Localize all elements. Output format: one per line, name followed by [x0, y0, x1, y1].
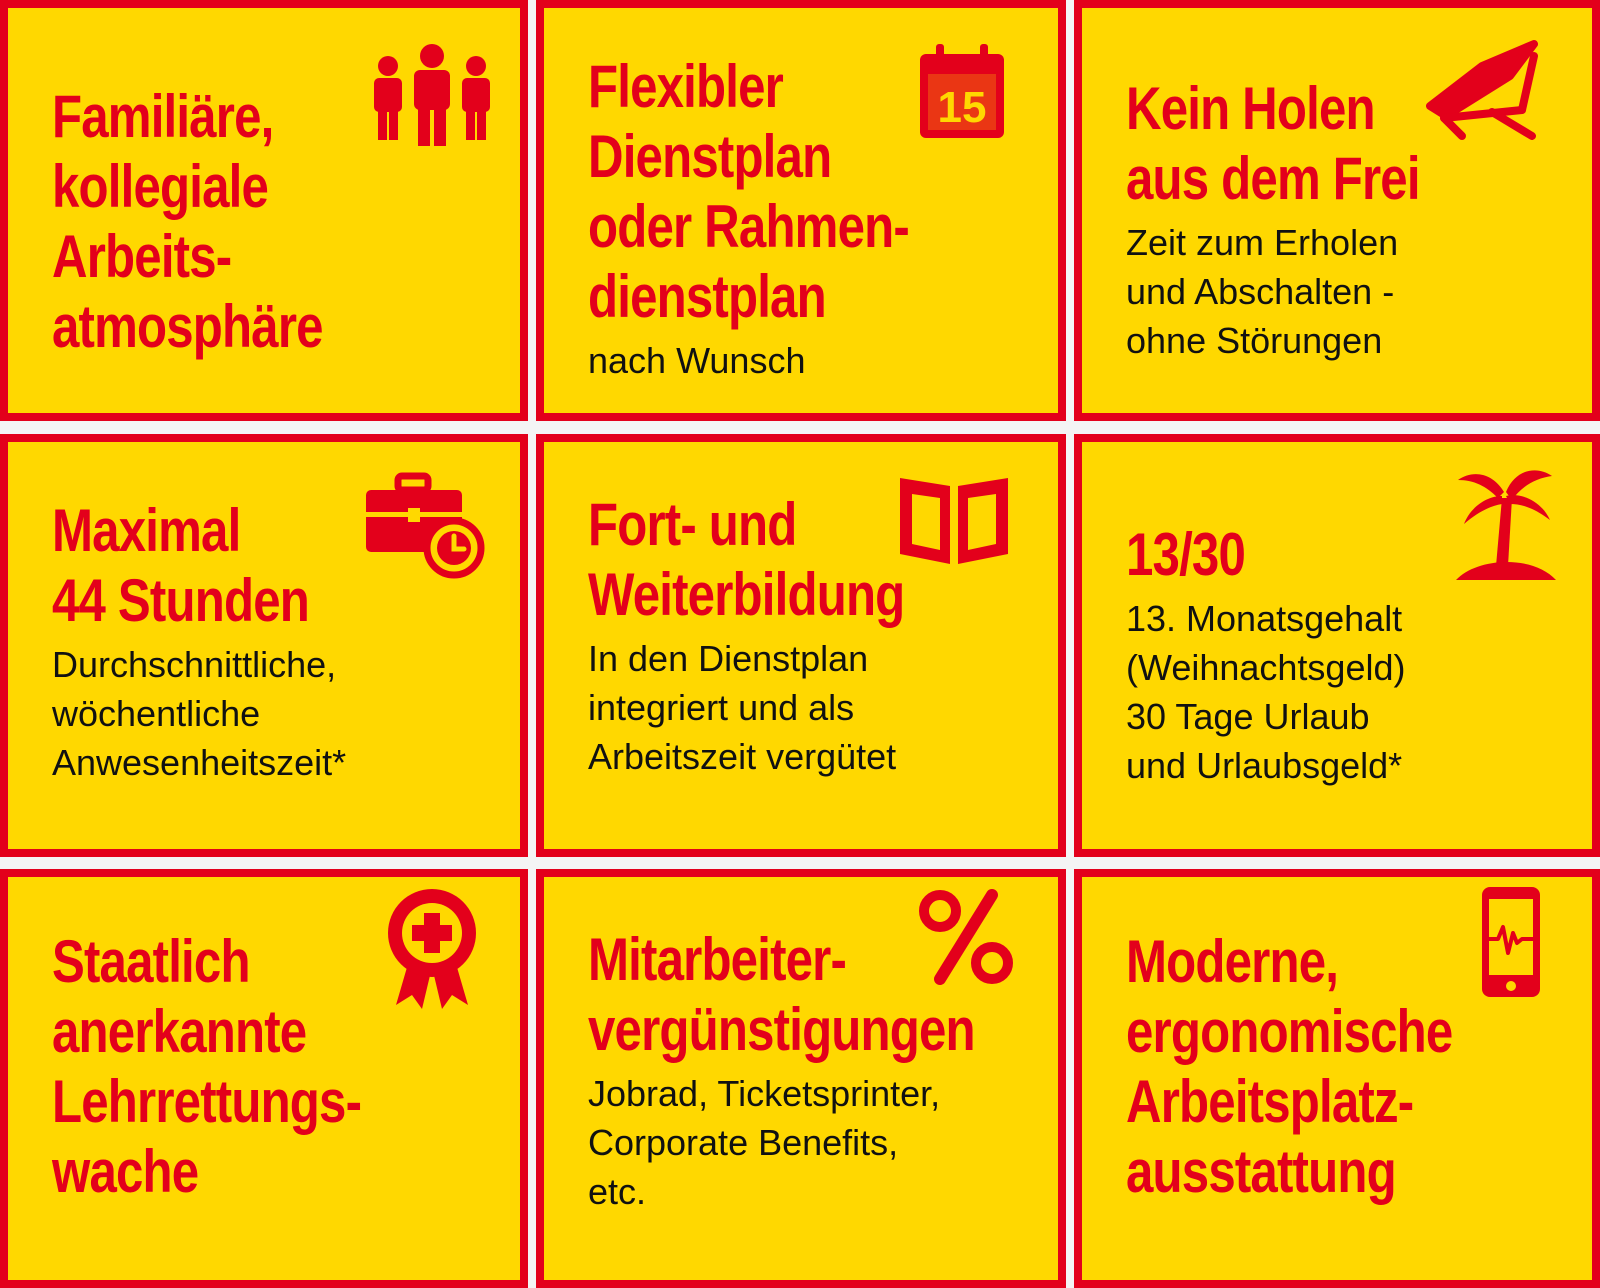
tile-description: nach Wunsch — [588, 340, 806, 381]
benefit-tile-modern-workplace: Moderne, ergonomische Arbeitsplatz- auss… — [1074, 869, 1600, 1288]
tile-description: Zeit zum Erholen und Abschalten - ohne S… — [1126, 222, 1399, 361]
tile-title: Staatlich anerkannte Lehrrettungs- wache — [52, 928, 362, 1205]
people-icon — [370, 42, 494, 148]
benefit-tile-salary-vacation: 13/30 13. Monatsgehalt (Weihnachtsgeld) … — [1074, 434, 1600, 857]
tile-title: Flexibler Dienstplan oder Rahmen- dienst… — [588, 53, 910, 330]
calendar-icon: 15 — [916, 42, 1008, 142]
benefit-tile-training-station: Staatlich anerkannte Lehrrettungs- wache — [0, 869, 528, 1288]
award-badge-icon — [382, 887, 482, 1011]
tile-title: 13/30 — [1126, 521, 1246, 588]
tile-title: Kein Holen aus dem Frei — [1126, 75, 1420, 212]
benefit-tile-no-callback: Kein Holen aus dem Frei Zeit zum Erholen… — [1074, 0, 1600, 421]
tile-description: Jobrad, Ticketsprinter, Corporate Benefi… — [588, 1073, 941, 1212]
benefit-tile-max-hours: Maximal 44 Stunden Durchschnittliche, wö… — [0, 434, 528, 857]
tile-description: In den Dienstplan integriert und als Arb… — [588, 638, 897, 777]
palm-island-icon — [1452, 462, 1558, 586]
tile-description: Durchschnittliche, wöchentliche Anwesenh… — [52, 644, 347, 783]
percent-icon — [918, 889, 1014, 985]
briefcase-clock-icon — [364, 472, 488, 582]
tile-title: Familiäre, kollegiale Arbeits- atmosphär… — [52, 83, 324, 360]
benefit-tile-flexible-schedule: 15 Flexibler Dienstplan oder Rahmen- die… — [536, 0, 1066, 421]
calendar-day-number: 15 — [938, 83, 987, 132]
tile-title: Maximal 44 Stunden — [52, 497, 310, 634]
smartphone-pulse-icon — [1478, 883, 1544, 1001]
deck-chair-icon — [1422, 36, 1542, 140]
tile-title: Mitarbeiter- vergünstigungen — [588, 926, 976, 1063]
tile-description: 13. Monatsgehalt (Weihnachtsgeld) 30 Tag… — [1126, 598, 1406, 786]
benefit-tile-team-atmosphere: Familiäre, kollegiale Arbeits- atmosphär… — [0, 0, 528, 421]
book-icon — [894, 472, 1014, 568]
tile-title: Moderne, ergonomische Arbeitsplatz- auss… — [1126, 928, 1453, 1205]
benefit-tile-employee-discounts: Mitarbeiter- vergünstigungen Jobrad, Tic… — [536, 869, 1066, 1288]
benefit-tile-training: Fort- und Weiterbildung In den Dienstpla… — [536, 434, 1066, 857]
tile-title: Fort- und Weiterbildung — [588, 491, 905, 628]
